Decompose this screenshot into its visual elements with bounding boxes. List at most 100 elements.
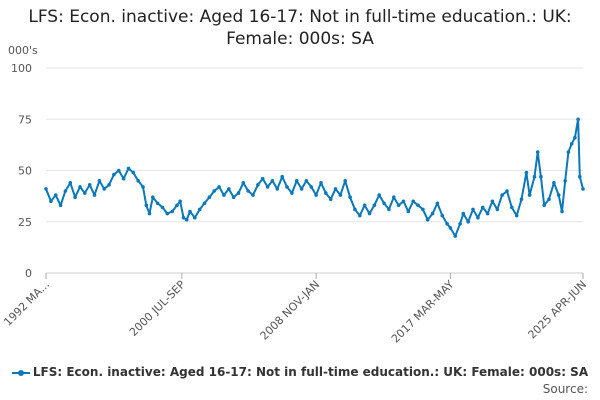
- data-point[interactable]: [260, 176, 265, 181]
- data-point[interactable]: [435, 201, 440, 206]
- data-point[interactable]: [121, 176, 126, 181]
- data-point[interactable]: [382, 201, 386, 206]
- data-point[interactable]: [581, 187, 585, 191]
- legend[interactable]: LFS: Econ. inactive: Aged 16-17: Not in …: [0, 365, 600, 379]
- data-point[interactable]: [563, 179, 567, 183]
- data-point[interactable]: [552, 181, 556, 185]
- data-point[interactable]: [358, 213, 362, 218]
- data-point[interactable]: [445, 222, 449, 226]
- data-point[interactable]: [510, 205, 514, 210]
- data-point[interactable]: [471, 207, 475, 212]
- data-point[interactable]: [396, 203, 401, 208]
- data-point[interactable]: [212, 189, 216, 193]
- data-point[interactable]: [505, 189, 509, 193]
- data-point[interactable]: [453, 234, 458, 238]
- data-point[interactable]: [421, 207, 425, 212]
- data-point[interactable]: [328, 197, 333, 201]
- data-point[interactable]: [49, 199, 53, 204]
- data-point[interactable]: [338, 193, 343, 197]
- data-point[interactable]: [480, 205, 485, 210]
- data-point[interactable]: [102, 187, 106, 191]
- data-point[interactable]: [514, 213, 519, 218]
- data-point[interactable]: [155, 201, 160, 206]
- data-point[interactable]: [231, 195, 236, 199]
- data-point[interactable]: [556, 193, 561, 197]
- data-point[interactable]: [92, 193, 97, 197]
- data-point[interactable]: [141, 185, 145, 189]
- data-point[interactable]: [495, 207, 500, 212]
- data-point[interactable]: [175, 203, 179, 208]
- data-point[interactable]: [170, 209, 174, 214]
- data-point[interactable]: [519, 197, 524, 201]
- data-point[interactable]: [314, 193, 318, 197]
- data-point[interactable]: [97, 179, 102, 183]
- data-point[interactable]: [151, 195, 155, 199]
- data-point[interactable]: [290, 191, 294, 195]
- data-point[interactable]: [299, 187, 304, 191]
- data-point[interactable]: [160, 205, 165, 210]
- data-point[interactable]: [524, 170, 529, 175]
- data-point[interactable]: [58, 203, 63, 208]
- data-point[interactable]: [184, 217, 189, 222]
- data-point[interactable]: [107, 183, 111, 187]
- data-point[interactable]: [87, 183, 92, 187]
- data-point[interactable]: [377, 193, 382, 197]
- data-point[interactable]: [387, 207, 391, 212]
- data-point[interactable]: [569, 142, 574, 146]
- data-point[interactable]: [136, 179, 140, 183]
- data-point[interactable]: [68, 181, 73, 185]
- data-point[interactable]: [500, 193, 504, 197]
- data-point[interactable]: [527, 193, 532, 197]
- data-point[interactable]: [573, 135, 577, 140]
- data-point[interactable]: [304, 179, 309, 183]
- data-point[interactable]: [576, 117, 580, 122]
- data-point[interactable]: [560, 209, 564, 214]
- data-point[interactable]: [401, 199, 406, 204]
- data-point[interactable]: [275, 187, 280, 191]
- data-point[interactable]: [324, 191, 328, 195]
- data-point[interactable]: [476, 215, 480, 220]
- data-point[interactable]: [197, 207, 202, 212]
- data-point[interactable]: [372, 203, 377, 208]
- data-point[interactable]: [458, 222, 462, 226]
- data-point[interactable]: [270, 179, 275, 183]
- data-point[interactable]: [466, 220, 471, 224]
- data-point[interactable]: [222, 193, 226, 197]
- data-point[interactable]: [144, 203, 149, 208]
- data-point[interactable]: [280, 174, 285, 179]
- data-point[interactable]: [165, 211, 170, 216]
- data-point[interactable]: [178, 199, 182, 204]
- data-point[interactable]: [265, 185, 270, 189]
- data-point[interactable]: [485, 211, 490, 216]
- data-point[interactable]: [440, 213, 445, 218]
- data-point[interactable]: [309, 185, 314, 189]
- data-point[interactable]: [78, 185, 82, 189]
- data-point[interactable]: [112, 172, 116, 177]
- data-point[interactable]: [353, 207, 357, 212]
- data-point[interactable]: [236, 191, 241, 195]
- data-point[interactable]: [319, 181, 323, 185]
- data-point[interactable]: [392, 195, 396, 199]
- data-point[interactable]: [126, 166, 131, 171]
- data-point[interactable]: [207, 195, 212, 199]
- data-point[interactable]: [348, 195, 352, 199]
- data-point[interactable]: [547, 197, 551, 201]
- data-point[interactable]: [532, 174, 537, 179]
- data-point[interactable]: [193, 215, 197, 220]
- data-point[interactable]: [131, 170, 136, 175]
- data-point[interactable]: [490, 199, 495, 204]
- data-point[interactable]: [147, 211, 152, 216]
- data-point[interactable]: [256, 183, 260, 187]
- data-point[interactable]: [566, 150, 571, 154]
- data-point[interactable]: [241, 181, 246, 185]
- data-point[interactable]: [333, 187, 338, 191]
- data-point[interactable]: [202, 201, 207, 206]
- data-point[interactable]: [181, 215, 186, 220]
- data-point[interactable]: [285, 185, 289, 189]
- data-point[interactable]: [416, 203, 420, 208]
- data-point[interactable]: [83, 191, 87, 195]
- data-point[interactable]: [343, 179, 348, 183]
- data-point[interactable]: [294, 179, 299, 183]
- data-point[interactable]: [362, 203, 367, 208]
- data-point[interactable]: [73, 195, 77, 199]
